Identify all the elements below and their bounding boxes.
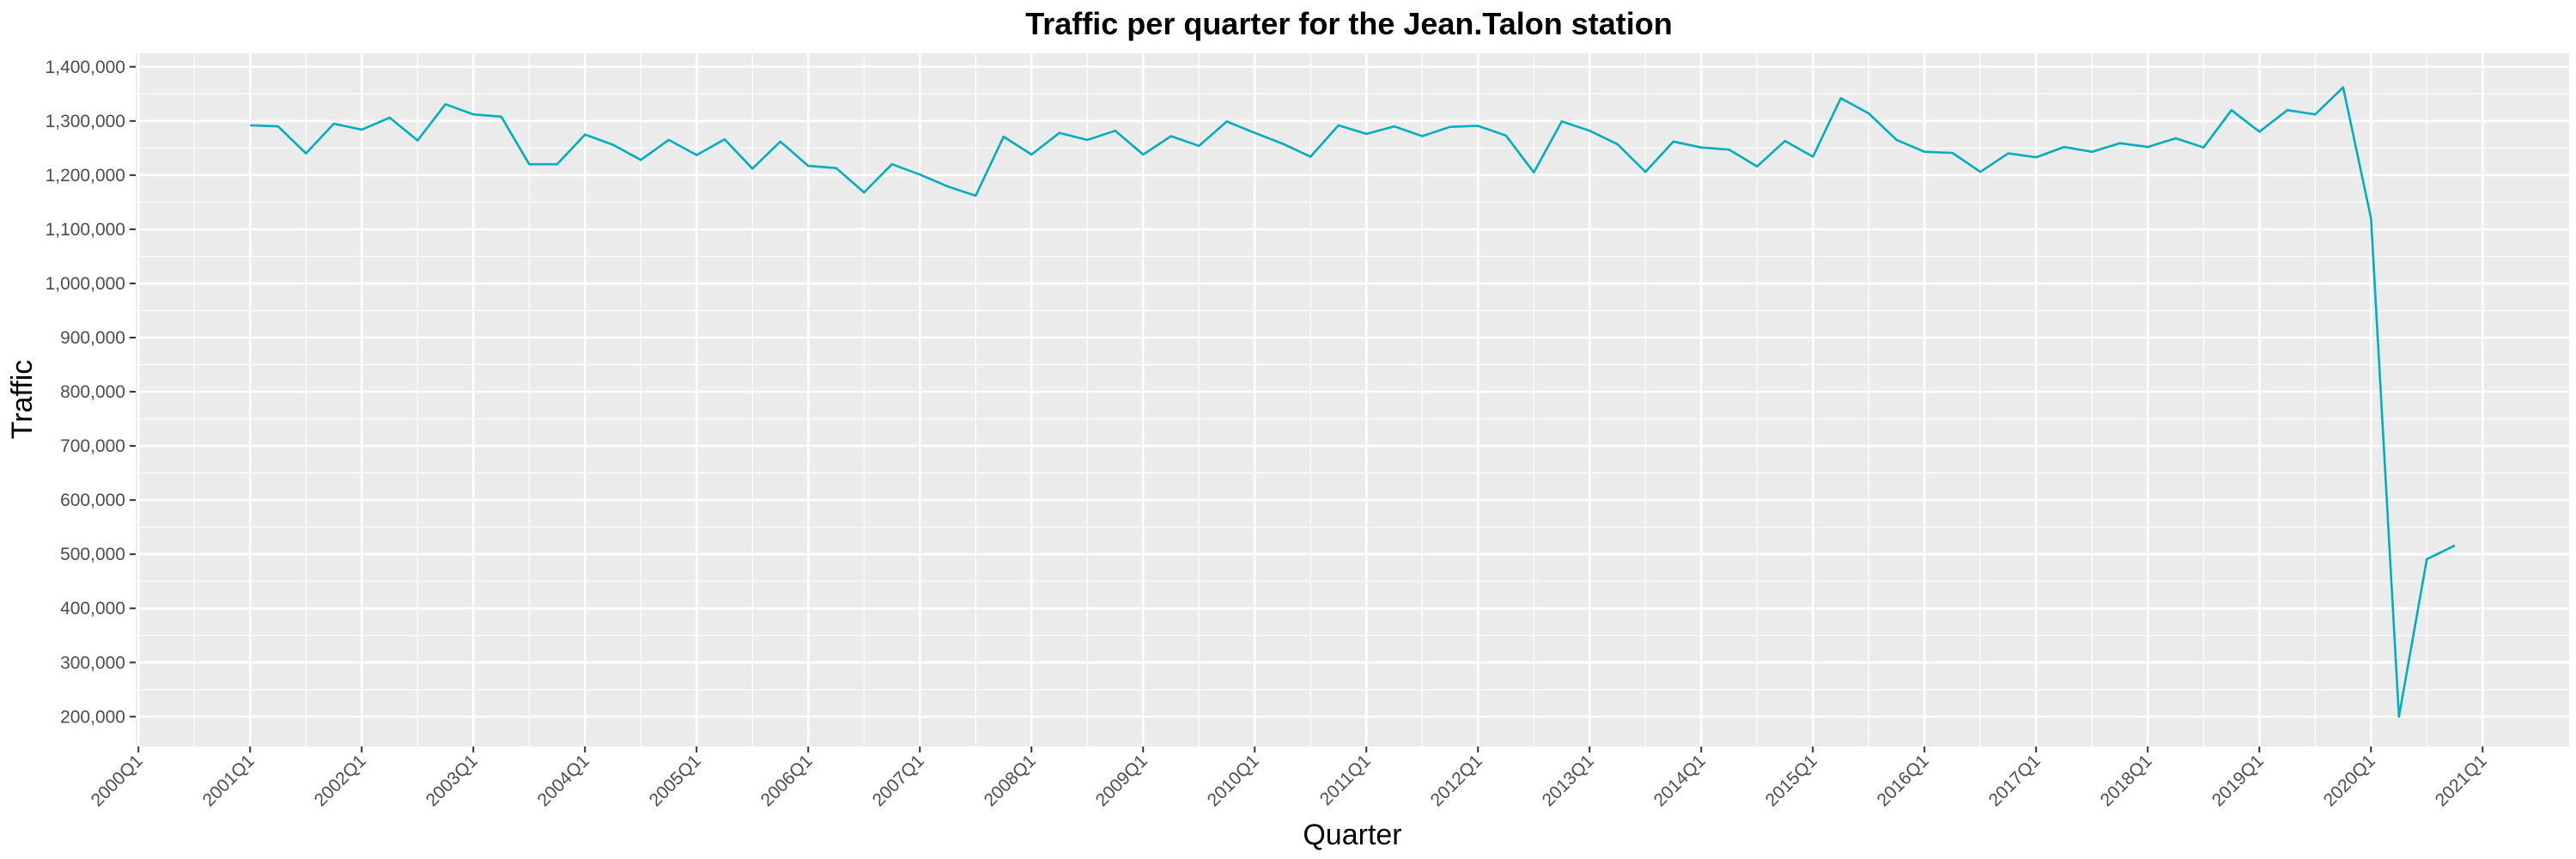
- gridlines: [136, 53, 2569, 746]
- x-tick-label: 2015Q1: [1762, 751, 1821, 810]
- x-tick-label: 2019Q1: [2208, 751, 2268, 810]
- x-tick-label: 2021Q1: [2432, 751, 2491, 810]
- x-tick-label: 2017Q1: [1985, 751, 2044, 810]
- x-tick-label: 2016Q1: [1874, 751, 1933, 810]
- x-tick-label: 2012Q1: [1427, 751, 1486, 810]
- plot-panel: [136, 53, 2569, 746]
- y-tick-label: 300,000: [60, 653, 125, 673]
- y-tick-label: 1,400,000: [46, 58, 125, 77]
- y-tick-label: 1,200,000: [46, 166, 125, 186]
- x-tick-label: 2020Q1: [2320, 751, 2379, 810]
- y-tick-label: 800,000: [60, 382, 125, 402]
- x-tick-label: 2006Q1: [757, 751, 817, 810]
- x-tick-label: 2018Q1: [2097, 751, 2156, 810]
- x-tick-label: 2005Q1: [646, 751, 705, 810]
- y-tick-label: 1,300,000: [46, 112, 125, 131]
- x-tick-label: 2008Q1: [981, 751, 1040, 810]
- x-tick-label: 2011Q1: [1316, 751, 1375, 809]
- y-tick-label: 700,000: [60, 436, 125, 456]
- y-tick-label: 600,000: [60, 490, 125, 510]
- y-tick-label: 200,000: [60, 707, 125, 727]
- series-line: [250, 86, 2456, 718]
- y-tick-label: 500,000: [60, 545, 125, 564]
- x-tick-label: 2014Q1: [1650, 751, 1710, 810]
- y-tick-label: 400,000: [60, 599, 125, 618]
- x-tick-label: 2009Q1: [1092, 751, 1151, 810]
- x-axis: 2000Q1 2001Q1 2002Q1 2003Q1 2004Q1 2005Q1 2006…: [88, 746, 2491, 810]
- series-group: [250, 86, 2456, 718]
- y-tick-label: 1,100,000: [46, 220, 125, 240]
- y-axis: 200,000 300,000 400,000 500,000 600,000 700,0…: [46, 58, 136, 727]
- x-tick-label: 2001Q1: [199, 751, 258, 810]
- x-tick-label: 2004Q1: [534, 751, 593, 810]
- x-tick-label: 2003Q1: [422, 751, 482, 810]
- y-tick-label: 1,000,000: [46, 274, 125, 294]
- y-tick-label: 900,000: [60, 328, 125, 348]
- x-axis-title: Quarter: [1303, 819, 1401, 851]
- x-tick-label: 2007Q1: [869, 751, 928, 810]
- chart-title: Traffic per quarter for the Jean.Talon s…: [1025, 6, 1672, 41]
- x-tick-label: 2013Q1: [1539, 751, 1598, 810]
- x-tick-label: 2000Q1: [88, 751, 147, 810]
- x-tick-label: 2002Q1: [311, 751, 370, 810]
- y-axis-title: Traffic: [6, 360, 39, 440]
- x-tick-label: 2010Q1: [1204, 751, 1263, 810]
